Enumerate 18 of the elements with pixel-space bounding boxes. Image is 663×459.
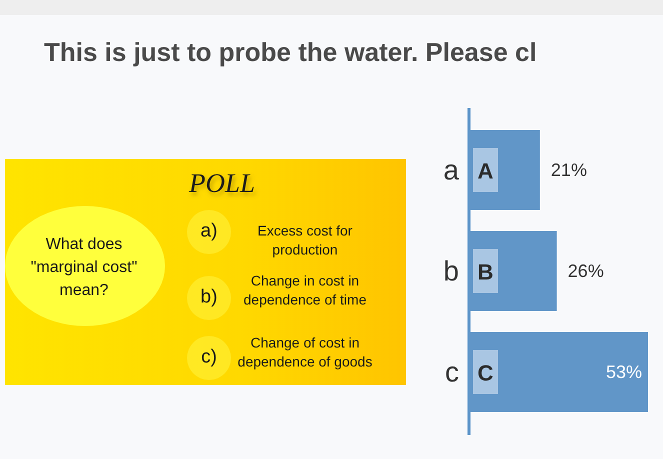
text: POLL — [188, 168, 256, 198]
data-label: 26% — [568, 261, 604, 281]
annotation: B — [478, 260, 494, 284]
category-label: c) — [201, 346, 217, 368]
category-label: a) — [200, 220, 218, 242]
annotation: A — [478, 158, 494, 184]
y-tick-label: a — [443, 154, 460, 186]
annotation: C — [478, 360, 494, 386]
text: Change of cost in dependence of goods — [238, 334, 372, 370]
data-label: 53% — [606, 362, 642, 382]
text: Change in cost in dependence of time — [244, 272, 367, 308]
y-tick-label: c — [445, 356, 459, 388]
text: Excess cost for production — [258, 222, 353, 258]
chart-title: This is just to probe the water. Please cl — [44, 37, 537, 67]
category-label: b) — [200, 286, 218, 308]
y-tick-label: b — [443, 256, 459, 286]
data-label: 21% — [550, 160, 587, 180]
text: What does "marginal cost" mean? — [30, 236, 138, 298]
